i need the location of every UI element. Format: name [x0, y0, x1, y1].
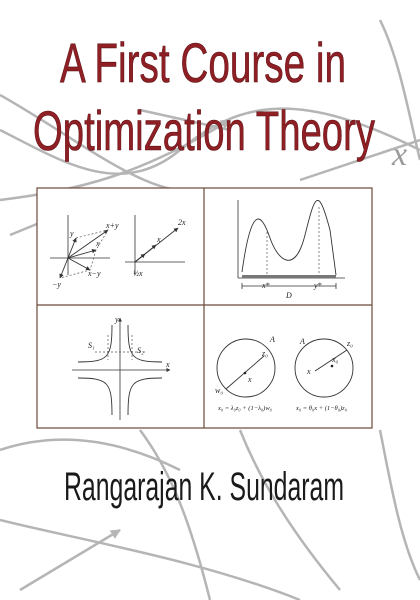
background-glyph: x: [391, 136, 407, 173]
diagram-label: 2x: [178, 218, 186, 227]
diagram-label: y*: [313, 281, 322, 290]
diagram-label: A: [269, 335, 275, 344]
title-line: Optimization Theory: [33, 99, 375, 162]
equation: x₀ = θ₀x + (1−θ₀)z₀: [295, 405, 347, 412]
equation: x₀ = λ₀z₀ + (1−λ₀)w₀: [217, 405, 272, 412]
diagram-label: x: [306, 367, 311, 376]
diagram-panel: [36, 187, 373, 429]
diagram-label: x: [247, 375, 252, 384]
diagram-label: x: [165, 360, 170, 369]
author: Rangarajan K. Sundaram: [64, 465, 344, 509]
diagram-label: x: [95, 239, 100, 248]
background-curves: [0, 19, 420, 600]
diagram-label: S₂: [137, 346, 144, 355]
diagram-label: x+y: [105, 221, 119, 230]
diagram-label: z₀: [261, 349, 268, 358]
diagram-label: −y: [52, 280, 61, 289]
title-line: A First Course in: [60, 31, 346, 94]
diagram-label: D: [285, 291, 292, 300]
diagram-label: x−y: [87, 269, 101, 278]
diagram-label: A: [299, 337, 305, 346]
diagram-label: z₀: [346, 339, 353, 348]
diagram-label: x: [156, 235, 161, 244]
diagram-label: x₀: [331, 355, 339, 364]
diagram-label: y: [114, 315, 119, 324]
diagram-label: x*: [261, 281, 270, 290]
diagram-label: S₁: [88, 341, 95, 350]
diagram-label: w₀: [215, 386, 223, 395]
diagram-label: y: [69, 229, 74, 238]
diagram-label: ½x: [133, 269, 143, 278]
